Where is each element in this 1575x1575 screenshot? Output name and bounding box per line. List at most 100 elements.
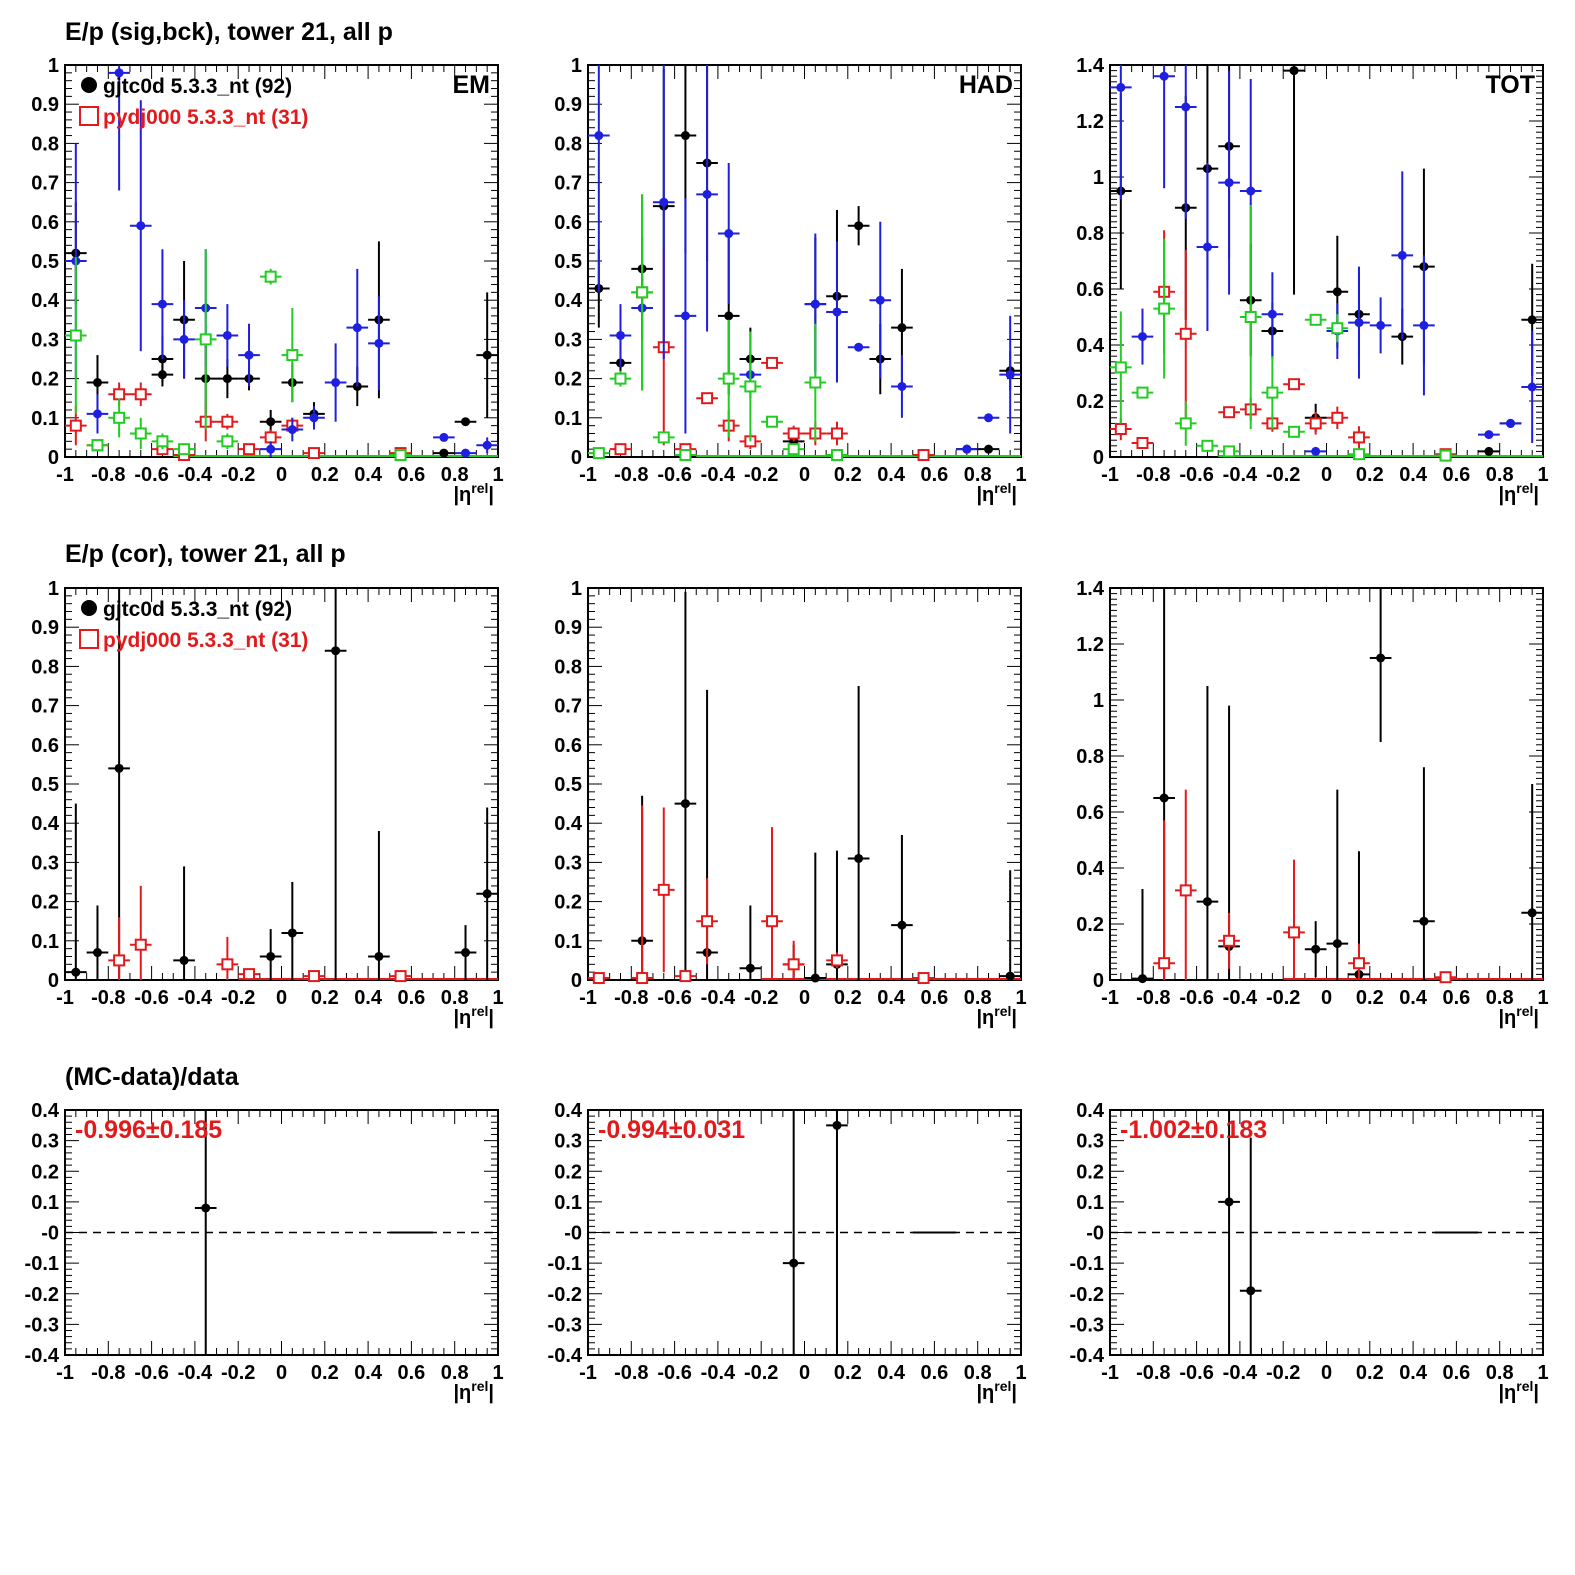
y-tick-label: 0.8 <box>554 133 582 155</box>
data-point <box>809 376 822 389</box>
data-point <box>744 380 757 393</box>
y-tick-label: -0.4 <box>548 1345 583 1367</box>
y-tick-label: 0.7 <box>31 173 59 195</box>
y-tick-label: 1 <box>1093 690 1104 712</box>
data-point <box>1331 411 1344 424</box>
y-tick-label: 0.6 <box>1076 279 1104 301</box>
data-point <box>178 443 191 456</box>
x-tick-label: 0 <box>1321 987 1332 1009</box>
x-tick-label: -0.8 <box>1136 987 1170 1009</box>
x-tick-label: 1 <box>1537 464 1548 486</box>
y-tick-label: 0.8 <box>1076 223 1104 245</box>
data-point <box>114 68 124 78</box>
y-tick-label: 0 <box>1093 447 1104 469</box>
y-tick-label: 0.5 <box>554 774 582 796</box>
x-tick-label: -0.2 <box>1266 1362 1300 1384</box>
data-point <box>830 449 843 462</box>
x-tick-label: -0.6 <box>134 1362 168 1384</box>
data-point <box>702 189 712 199</box>
data-point <box>832 1120 842 1130</box>
data-point <box>331 646 341 656</box>
x-tick-label: -0.4 <box>1223 464 1258 486</box>
x-tick-label: -0.2 <box>221 1362 255 1384</box>
x-tick-label: 1 <box>1015 1362 1026 1384</box>
data-point <box>1266 386 1279 399</box>
x-tick-label: 0.2 <box>1356 987 1384 1009</box>
data-point <box>69 419 82 432</box>
data-point <box>92 948 102 958</box>
data-point <box>1288 378 1301 391</box>
y-tick-label: 0.3 <box>554 329 582 351</box>
y-tick-label: 0.3 <box>554 1131 582 1153</box>
x-tick-label: 1 <box>492 1362 503 1384</box>
y-tick-label: 0.5 <box>554 251 582 273</box>
x-tick-label: 0.2 <box>311 1362 339 1384</box>
data-point <box>1288 425 1301 438</box>
x-tick-label: -0.8 <box>91 464 125 486</box>
data-point <box>962 444 972 454</box>
data-point <box>1114 361 1127 374</box>
y-tick-label: 0.7 <box>554 173 582 195</box>
x-tick-label: -0.6 <box>134 464 168 486</box>
data-point <box>439 432 449 442</box>
data-point <box>71 967 81 977</box>
data-point <box>592 447 605 460</box>
data-point <box>787 443 800 456</box>
data-point <box>1376 653 1386 663</box>
panel-had-ratio <box>587 1109 1022 1356</box>
data-point <box>745 963 755 973</box>
x-tick-label: -1 <box>1101 987 1119 1009</box>
data-point <box>307 970 320 983</box>
y-tick-label: 1 <box>1093 167 1104 189</box>
x-tick-label: 1 <box>1015 987 1026 1009</box>
y-tick-label: 0.4 <box>31 813 60 835</box>
x-axis-label: |ηrel| <box>1498 1378 1539 1404</box>
data-point <box>1352 431 1365 444</box>
data-point <box>221 958 234 971</box>
y-tick-label: 0.4 <box>554 1100 583 1122</box>
x-tick-label: -0.6 <box>134 987 168 1009</box>
x-axis-label: |ηrel| <box>1498 480 1539 506</box>
y-tick-label: 0.2 <box>554 892 582 914</box>
x-tick-label: 0.6 <box>397 987 425 1009</box>
data-point <box>1332 939 1342 949</box>
y-tick-label: 0.1 <box>31 408 59 430</box>
data-point <box>854 221 864 231</box>
data-point <box>1116 82 1126 92</box>
data-point <box>854 853 864 863</box>
data-point <box>157 299 167 309</box>
data-point <box>636 286 649 299</box>
y-tick-label: 0.2 <box>1076 914 1104 936</box>
data-point <box>984 444 994 454</box>
y-tick-label: 0 <box>48 447 59 469</box>
y-tick-label: 0.3 <box>1076 1131 1104 1153</box>
y-tick-label: 0.5 <box>31 774 59 796</box>
data-point <box>307 447 320 460</box>
x-tick-label: -0.4 <box>178 1362 213 1384</box>
data-point <box>1309 417 1322 430</box>
y-tick-label: 1.2 <box>1076 634 1104 656</box>
data-point <box>897 920 907 930</box>
x-tick-label: -0.8 <box>1136 1362 1170 1384</box>
y-tick-label: 0.3 <box>554 852 582 874</box>
x-tick-label: 0.4 <box>1399 987 1428 1009</box>
y-tick-label: 0.3 <box>31 852 59 874</box>
data-point <box>1181 102 1191 112</box>
y-tick-label: 0.3 <box>31 329 59 351</box>
y-tick-label: 0.9 <box>554 617 582 639</box>
x-tick-label: 0.8 <box>964 1362 992 1384</box>
data-point <box>1202 242 1212 252</box>
data-point <box>875 295 885 305</box>
data-point <box>766 356 779 369</box>
panel-label: EM <box>453 71 491 99</box>
data-point <box>374 338 384 348</box>
x-tick-label: 0.2 <box>834 1362 862 1384</box>
data-point <box>156 435 169 448</box>
x-axis-label: |ηrel| <box>976 1378 1017 1404</box>
data-point <box>221 415 234 428</box>
data-point <box>482 889 492 899</box>
y-tick-label: 0.1 <box>554 931 582 953</box>
data-point <box>287 928 297 938</box>
plot-frame <box>587 64 1022 458</box>
